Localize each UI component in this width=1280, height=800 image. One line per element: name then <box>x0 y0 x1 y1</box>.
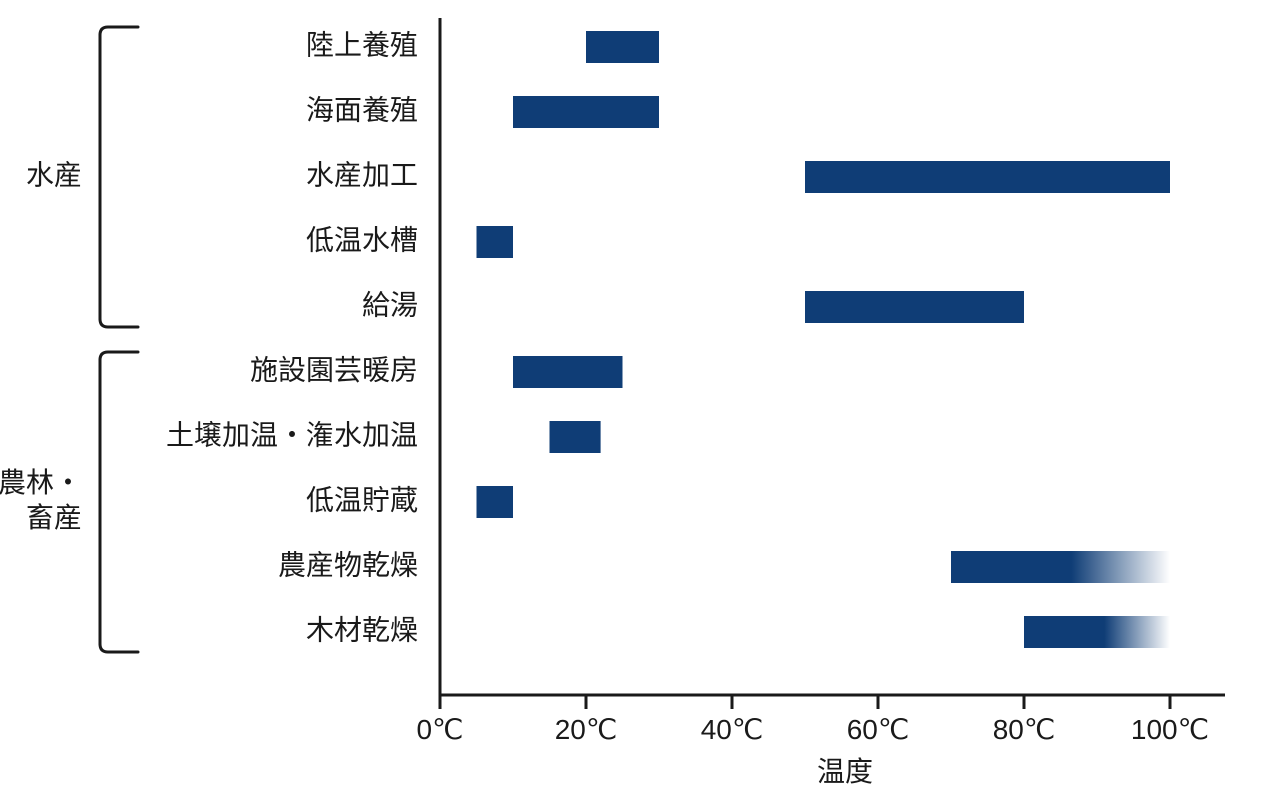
x-tick-label: 100℃ <box>1131 714 1209 745</box>
row-label: 陸上養殖 <box>306 29 418 60</box>
group-bracket <box>100 644 138 652</box>
group-bracket <box>100 27 138 35</box>
range-bar <box>805 161 1170 193</box>
range-bar <box>951 551 1170 583</box>
row-label: 農産物乾燥 <box>278 549 418 580</box>
row-label: 給湯 <box>362 289 418 320</box>
range-bar <box>477 486 514 518</box>
row-label: 土壌加温・潅水加温 <box>166 419 418 450</box>
x-tick-label: 0℃ <box>416 714 463 745</box>
row-label: 施設園芸暖房 <box>250 354 418 385</box>
group-label: 畜産 <box>26 502 82 533</box>
group-label: 水産 <box>26 159 82 190</box>
x-tick-label: 20℃ <box>555 714 618 745</box>
temperature-range-chart: 陸上養殖海面養殖水産加工低温水槽給湯施設園芸暖房土壌加温・潅水加温低温貯蔵農産物… <box>0 0 1280 800</box>
group-bracket <box>100 352 138 360</box>
row-label: 木材乾燥 <box>306 614 418 645</box>
x-tick-label: 40℃ <box>701 714 764 745</box>
range-bar <box>1024 616 1170 648</box>
range-bar <box>513 96 659 128</box>
range-bar <box>550 421 601 453</box>
x-tick-label: 80℃ <box>993 714 1056 745</box>
row-label: 低温水槽 <box>306 224 418 255</box>
range-bar <box>805 291 1024 323</box>
range-bar <box>513 356 623 388</box>
row-label: 水産加工 <box>306 159 418 190</box>
group-bracket <box>100 319 138 327</box>
group-label: 農林・ <box>0 467 82 498</box>
range-bar <box>477 226 514 258</box>
x-axis-title: 温度 <box>817 756 873 787</box>
row-label: 海面養殖 <box>306 94 418 125</box>
range-bar <box>586 31 659 63</box>
row-label: 低温貯蔵 <box>306 484 418 515</box>
x-tick-label: 60℃ <box>847 714 910 745</box>
